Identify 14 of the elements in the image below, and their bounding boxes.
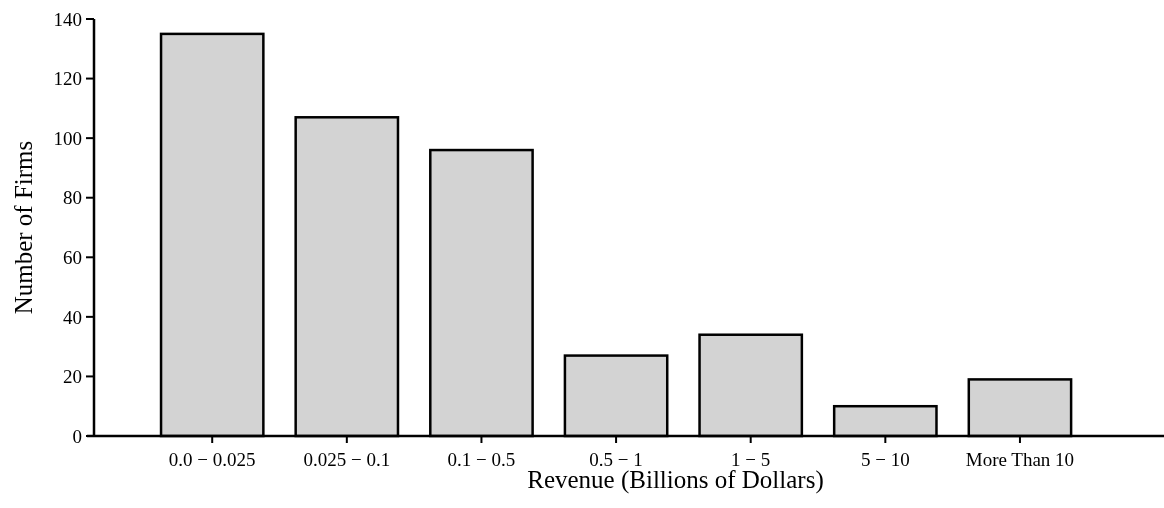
y-tick-label: 20 [63, 366, 82, 388]
y-tick-label: 100 [53, 127, 82, 149]
y-tick-label: 40 [63, 306, 82, 328]
y-tick-label: 80 [63, 187, 82, 209]
x-tick-label: 0.025 − 0.1 [303, 449, 391, 470]
y-tick-label: 60 [63, 246, 82, 268]
x-tick-label: 0.1 − 0.5 [447, 449, 516, 470]
y-axis-title: Number of Firms [10, 140, 37, 315]
y-tick-label: 120 [53, 68, 82, 90]
y-tick-label: 140 [53, 8, 82, 30]
x-tick-label: 5 − 10 [860, 449, 910, 470]
x-tick-label: 0.0 − 0.025 [168, 449, 256, 470]
y-tick-label: 0 [72, 425, 82, 447]
x-tick-label: More Than 10 [965, 449, 1075, 470]
